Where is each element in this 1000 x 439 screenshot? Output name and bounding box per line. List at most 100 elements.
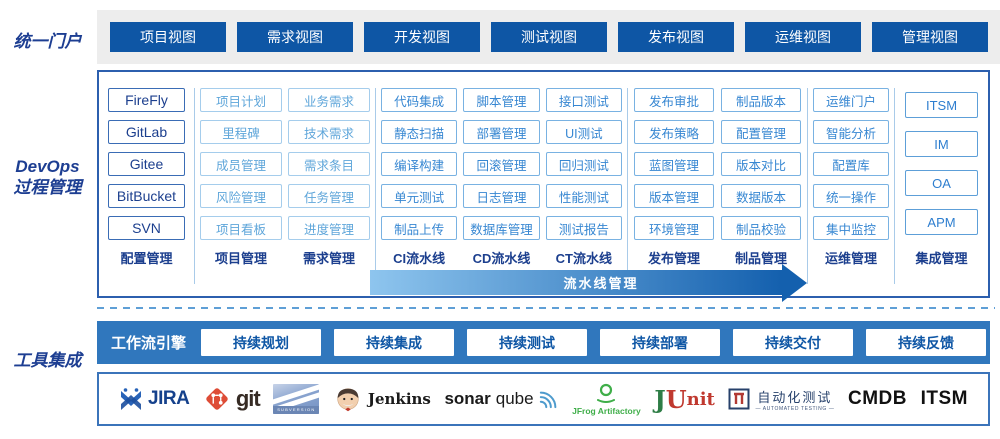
sonarqube-wordmark-light: qube: [495, 389, 534, 408]
tools-section-label: 工具集成: [13, 351, 82, 370]
feature-box: 配置管理: [721, 120, 801, 144]
column-caption: 运维管理: [824, 251, 877, 266]
feature-box: BitBucket: [108, 184, 185, 208]
feature-box: 性能测试: [545, 184, 622, 208]
arrow-head-icon: [782, 263, 807, 302]
feature-box: 技术需求: [288, 120, 370, 144]
portal-view-list: 项目视图 需求视图 开发视图 测试视图 发布视图 运维视图 管理视图: [110, 22, 988, 52]
workflow-stage: 持续交付: [733, 329, 853, 356]
feature-box: 代码集成: [381, 88, 458, 112]
feature-box-list: 项目计划 里程碑 成员管理 风险管理 项目看板: [200, 88, 282, 248]
process-column: 脚本管理 部署管理 回滚管理 日志管理 数据库管理 CD流水线: [463, 88, 540, 284]
feature-box: ITSM: [905, 92, 978, 118]
jfrog-wordmark: JFrog Artifactory: [572, 405, 641, 416]
feature-box: 接口测试: [545, 88, 622, 112]
workflow-stage: 持续测试: [467, 329, 587, 356]
feature-box: 智能分析: [813, 120, 889, 144]
feature-box: 数据版本: [721, 184, 801, 208]
feature-box-list: 接口测试 UI测试 回归测试 性能测试 测试报告: [545, 88, 622, 248]
portal-view-button: 发布视图: [618, 22, 734, 52]
feature-box: 需求条目: [288, 152, 370, 176]
feature-box: OA: [905, 170, 978, 196]
column-caption: 集成管理: [915, 251, 968, 266]
column-caption: CI流水线: [393, 251, 446, 266]
process-groups: FireFly GitLab Gitee BitBucket SVN 配置管理 项目计划 里程…: [99, 72, 988, 284]
feature-box: 蓝图管理: [634, 152, 714, 176]
process-group-integration: ITSM IM OA APM 集成管理: [895, 88, 988, 284]
git-wordmark: git: [235, 386, 261, 411]
git-logo: git: [203, 385, 261, 413]
feature-box: 项目看板: [200, 216, 282, 240]
feature-box-list: 代码集成 静态扫描 编译构建 单元测试 制品上传: [381, 88, 458, 248]
workflow-stage: 持续反馈: [866, 329, 986, 356]
automated-testing-logo: 自动化测试 — AUTOMATED TESTING —: [728, 387, 834, 412]
feature-box: 运维门户: [813, 88, 889, 112]
feature-box: 回滚管理: [463, 152, 540, 176]
feature-box: 里程碑: [200, 120, 282, 144]
sonar-waves-icon: [539, 391, 556, 409]
feature-box: 任务管理: [288, 184, 370, 208]
portal-view-button: 测试视图: [491, 22, 607, 52]
feature-box: 脚本管理: [463, 88, 540, 112]
feature-box-list: 制品版本 配置管理 版本对比 数据版本 制品校验: [721, 88, 801, 248]
column-caption: 配置管理: [120, 251, 173, 266]
portal-view-button: 运维视图: [745, 22, 861, 52]
feature-box: 成员管理: [200, 152, 282, 176]
feature-box: 制品校验: [721, 216, 801, 240]
git-icon: [206, 388, 228, 410]
junit-u: U: [665, 384, 687, 414]
process-group-pipeline: 代码集成 静态扫描 编译构建 单元测试 制品上传 CI流水线 脚本管理 部署管理 回滚管理 日志管…: [376, 88, 628, 284]
feature-box: 业务需求: [288, 88, 370, 112]
jfrog-icon: [597, 383, 616, 403]
portal-view-button: 项目视图: [110, 22, 226, 52]
jira-icon: [121, 388, 141, 410]
sonarqube-logo: sonar qube: [444, 389, 558, 409]
feature-box: IM: [905, 131, 978, 157]
process-group-plan: 项目计划 里程碑 成员管理 风险管理 项目看板 项目管理 业务需求 技术需求 需求条目 任务管理进…: [195, 88, 376, 284]
workflow-stage-list: 持续规划 持续集成 持续测试 持续部署 持续交付 持续反馈: [201, 329, 986, 356]
subversion-logo: SUBVERSION: [273, 384, 320, 414]
feature-box-list: ITSM IM OA APM: [905, 88, 978, 248]
process-column: 制品版本 配置管理 版本对比 数据版本 制品校验 制品管理: [721, 88, 801, 284]
process-label-line2: 过程管理: [13, 178, 82, 197]
workflow-stage: 持续部署: [600, 329, 720, 356]
feature-box: 进度管理: [288, 216, 370, 240]
feature-box-list: 发布审批 发布策略 蓝图管理 版本管理 环境管理: [634, 88, 714, 248]
feature-box: 版本管理: [634, 184, 714, 208]
feature-box: Gitee: [108, 152, 185, 176]
process-column: 运维门户 智能分析 配置库 统一操作 集中监控 运维管理: [813, 88, 889, 284]
process-column: 接口测试 UI测试 回归测试 性能测试 测试报告 CT流水线: [545, 88, 622, 284]
feature-box: 配置库: [813, 152, 889, 176]
feature-box: 回归测试: [545, 152, 622, 176]
process-management-panel: FireFly GitLab Gitee BitBucket SVN 配置管理 项目计划 里程…: [97, 70, 990, 302]
process-column: 项目计划 里程碑 成员管理 风险管理 项目看板 项目管理: [200, 88, 282, 284]
feature-box: 制品上传: [381, 216, 458, 240]
itsm-logo: ITSM: [920, 388, 968, 409]
column-caption: CD流水线: [472, 251, 531, 266]
sonarqube-wordmark-bold: sonar: [444, 389, 491, 408]
jenkins-wordmark: Jenkins: [367, 390, 431, 408]
feature-box: APM: [905, 209, 978, 235]
portal-section-label: 统一门户: [13, 32, 82, 51]
feature-box: 环境管理: [634, 216, 714, 240]
process-column: 发布审批 发布策略 蓝图管理 版本管理 环境管理 发布管理: [634, 88, 714, 284]
feature-box: 日志管理: [463, 184, 540, 208]
process-column: 业务需求技术需求需求条目任务管理进度管理需求管理: [288, 88, 370, 284]
feature-box: 静态扫描: [381, 120, 458, 144]
column-caption: 需求管理: [302, 251, 355, 266]
workflow-stage: 持续集成: [334, 329, 454, 356]
workflow-engine-bar: 工作流引擎 持续规划 持续集成 持续测试 持续部署 持续交付 持续反馈: [97, 321, 990, 364]
column-caption: CT流水线: [555, 251, 612, 266]
feature-box: UI测试: [545, 120, 622, 144]
feature-box-list: 业务需求技术需求需求条目任务管理进度管理: [288, 88, 370, 248]
feature-box: 制品版本: [721, 88, 801, 112]
process-section-label: DevOps 过程管理: [0, 156, 95, 198]
process-label-line1: DevOps: [15, 157, 80, 176]
section-divider: [97, 307, 995, 309]
jenkins-logo: Jenkins: [333, 384, 431, 414]
jira-logo: JIRA: [119, 387, 190, 411]
column-caption: 制品管理: [734, 251, 787, 266]
portal-view-bar: 项目视图 需求视图 开发视图 测试视图 发布视图 运维视图 管理视图: [97, 10, 1000, 64]
feature-box-list: 运维门户 智能分析 配置库 统一操作 集中监控: [813, 88, 889, 248]
